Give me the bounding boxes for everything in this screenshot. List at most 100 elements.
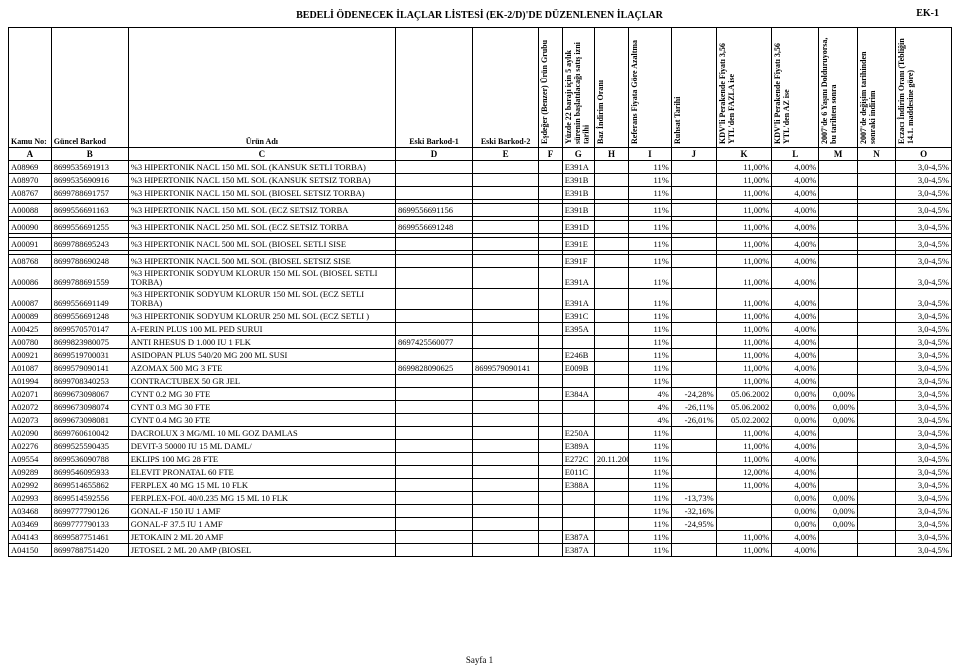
cell-D — [396, 400, 473, 413]
cell-F — [539, 413, 563, 426]
cell-O: 3,0-4,5% — [896, 255, 952, 268]
cell-F — [539, 309, 563, 322]
cell-G: E272C — [562, 452, 594, 465]
col-letter: M — [819, 148, 857, 161]
cell-G — [562, 400, 594, 413]
cell-O: 3,0-4,5% — [896, 452, 952, 465]
cell-G — [562, 517, 594, 530]
table-row: A004258699570570147A-FERIN PLUS 100 ML P… — [9, 322, 952, 335]
cell-K: 11,00% — [716, 187, 772, 200]
table-row: A000888699556691163%3 HIPERTONIK NACL 15… — [9, 204, 952, 217]
cell-G: E391B — [562, 187, 594, 200]
cell-A: A01994 — [9, 374, 52, 387]
cell-N — [857, 491, 895, 504]
cell-A: A02992 — [9, 478, 52, 491]
cell-K: 11,00% — [716, 452, 772, 465]
cell-K: 05.06.2002 — [716, 400, 772, 413]
cell-I: 11% — [629, 543, 672, 556]
col-header-yuzde-22: Yüzde 22 barajı için 5 aylık sürenin baş… — [562, 28, 594, 148]
cell-K: 05.06.2002 — [716, 387, 772, 400]
cell-F — [539, 348, 563, 361]
cell-E — [472, 478, 538, 491]
cell-L: 4,00% — [772, 361, 819, 374]
cell-M — [819, 309, 857, 322]
cell-O: 3,0-4,5% — [896, 238, 952, 251]
cell-F — [539, 452, 563, 465]
cell-M — [819, 255, 857, 268]
cell-F — [539, 426, 563, 439]
table-row: A029928699514655862FERPLEX 40 MG 15 ML 1… — [9, 478, 952, 491]
cell-C: EKLIPS 100 MG 28 FTE — [128, 452, 395, 465]
cell-A: A02276 — [9, 439, 52, 452]
cell-N — [857, 255, 895, 268]
cell-B: 8699556691149 — [51, 288, 128, 309]
cell-D — [396, 255, 473, 268]
cell-M — [819, 335, 857, 348]
cell-H — [594, 426, 628, 439]
cell-I: 11% — [629, 174, 672, 187]
cell-J — [671, 268, 716, 289]
cell-O: 3,0-4,5% — [896, 221, 952, 234]
cell-A: A00090 — [9, 221, 52, 234]
cell-A: A00780 — [9, 335, 52, 348]
cell-N — [857, 543, 895, 556]
cell-H — [594, 491, 628, 504]
cell-A: A08768 — [9, 255, 52, 268]
cell-B: 8699788691559 — [51, 268, 128, 289]
col-header-guncel-barkod: Güncel Barkod — [51, 28, 128, 148]
cell-A: A00086 — [9, 268, 52, 289]
cell-A: A03469 — [9, 517, 52, 530]
cell-N — [857, 361, 895, 374]
cell-N — [857, 530, 895, 543]
cell-L: 0,00% — [772, 413, 819, 426]
cell-A: A02090 — [9, 426, 52, 439]
cell-N — [857, 221, 895, 234]
col-letter: N — [857, 148, 895, 161]
cell-B: 8699673098081 — [51, 413, 128, 426]
cell-D — [396, 439, 473, 452]
cell-D — [396, 238, 473, 251]
cell-D — [396, 452, 473, 465]
cell-I: 11% — [629, 530, 672, 543]
cell-L: 4,00% — [772, 309, 819, 322]
cell-F — [539, 335, 563, 348]
cell-J — [671, 478, 716, 491]
cell-I: 11% — [629, 426, 672, 439]
cell-D — [396, 478, 473, 491]
cell-G: E387A — [562, 543, 594, 556]
col-letter: D — [396, 148, 473, 161]
cell-C: CYNT 0.2 MG 30 FTE — [128, 387, 395, 400]
table-row: A089698699535691913%3 HIPERTONIK NACL 15… — [9, 161, 952, 174]
cell-M: 0,00% — [819, 413, 857, 426]
cell-H — [594, 161, 628, 174]
col-letter: J — [671, 148, 716, 161]
cell-D — [396, 465, 473, 478]
cell-C: %3 HIPERTONIK NACL 500 ML SOL (BIOSEL SE… — [128, 238, 395, 251]
cell-H — [594, 530, 628, 543]
col-header-baz-indirim: Baz İndirim Oranı — [594, 28, 628, 148]
cell-O: 3,0-4,5% — [896, 174, 952, 187]
cell-A: A04143 — [9, 530, 52, 543]
cell-O: 3,0-4,5% — [896, 400, 952, 413]
col-letter: I — [629, 148, 672, 161]
cell-G: E009B — [562, 361, 594, 374]
cell-O: 3,0-4,5% — [896, 361, 952, 374]
cell-G — [562, 374, 594, 387]
cell-H — [594, 221, 628, 234]
cell-F — [539, 465, 563, 478]
cell-J — [671, 161, 716, 174]
col-header-eczaci-indirim: Eczacı İndirim Oranı (Tebliğin 14.1. mad… — [896, 28, 952, 148]
cell-K: 12,00% — [716, 465, 772, 478]
cell-M — [819, 187, 857, 200]
cell-C: ASIDOPAN PLUS 540/20 MG 200 ML SUSI — [128, 348, 395, 361]
cell-E — [472, 204, 538, 217]
cell-B: 8699556691255 — [51, 221, 128, 234]
cell-B: 8699673098067 — [51, 387, 128, 400]
cell-L: 4,00% — [772, 478, 819, 491]
cell-N — [857, 322, 895, 335]
col-header-kdv-fazla: KDV'li Perakende Fiyatı 3,56 YTL'den FAZ… — [716, 28, 772, 148]
col-letter: C — [128, 148, 395, 161]
cell-G: E391E — [562, 238, 594, 251]
cell-H — [594, 255, 628, 268]
cell-I: 11% — [629, 322, 672, 335]
